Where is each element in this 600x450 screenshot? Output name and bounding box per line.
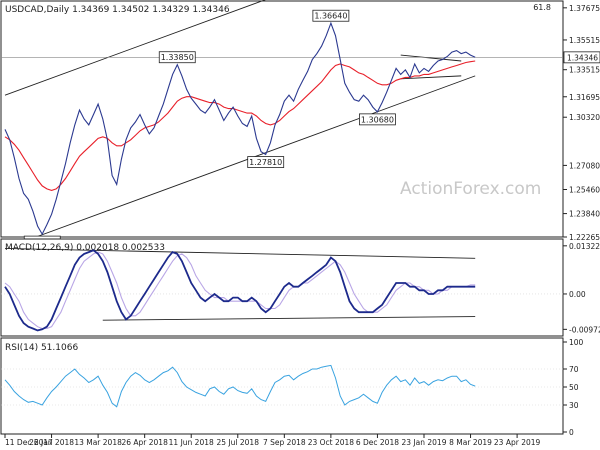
last-price-label: 1.34346: [567, 53, 598, 62]
price-ytick-label: 1.35515: [569, 36, 600, 45]
rsi-line: [4, 364, 476, 408]
watermark: ActionForex.com: [400, 179, 541, 199]
annotation-box: [247, 156, 285, 168]
fib-corner-value: 61.8: [533, 3, 551, 12]
price-annotation: 1.30680: [359, 113, 396, 126]
macd-line: [4, 249, 476, 332]
price-annotation: 1.33850: [158, 51, 196, 64]
macd-ytick-label: 0.00: [569, 290, 586, 299]
x-tick-label: 7 Sep 2018: [263, 438, 306, 447]
triangle-line: [400, 54, 462, 62]
price-ytick-label: 1.37675: [569, 4, 600, 13]
price-ytick-label: 1.30320: [569, 113, 600, 122]
rsi-panel-header: RSI(14) 51.1066: [5, 343, 78, 353]
annotation-box: [312, 9, 350, 22]
x-tick-label: 23 Apr 2019: [494, 438, 541, 447]
price-ytick-label: 1.23840: [569, 210, 600, 219]
x-tick-label: 8 Mar 2019: [449, 438, 492, 447]
rsi-ytick-label: 30: [569, 401, 579, 410]
annotation-box: [158, 51, 196, 64]
rsi-ytick-label: 100: [569, 338, 584, 347]
last-price-box: [563, 51, 600, 64]
x-tick-label: 11 Jun 2018: [169, 438, 214, 447]
x-tick-label: 11 Dec 2017: [5, 438, 53, 447]
annotation-label: 1.33850: [161, 53, 194, 62]
rsi-panel-frame: [0, 337, 564, 435]
x-tick-label: 26 Apr 2018: [121, 438, 168, 447]
macd-trendline: [102, 316, 476, 321]
annotation-label: 1.30680: [361, 115, 394, 124]
price-ytick-label: 1.22265: [569, 233, 600, 242]
x-tick-label: 13 Mar 2018: [74, 438, 122, 447]
moving-average-line: [4, 60, 476, 191]
price-line: [4, 21, 476, 236]
annotation-label: 1.27810: [249, 158, 282, 167]
x-tick-label: 25 Jul 2018: [217, 438, 260, 447]
price-ytick-label: 1.27080: [569, 161, 600, 170]
macd-ytick-label: -0.009721: [569, 325, 600, 334]
annotation-label: 1.36640: [314, 12, 347, 21]
price-ytick-label: 1.25460: [569, 185, 600, 194]
macd-signal-line: [4, 251, 476, 330]
x-tick-label: 23 Jan 2019: [402, 438, 447, 447]
price-panel-header: USDCAD,Daily 1.34369 1.34502 1.34329 1.3…: [5, 5, 230, 15]
triangle-line: [400, 75, 462, 80]
price-annotation: 1.27810: [247, 156, 285, 168]
macd-panel: MACD(12,26,9) 0.002018 0.002533 0.013224…: [0, 238, 600, 337]
x-tick-label: 23 Oct 2018: [308, 438, 355, 447]
macd-ytick-label: 0.013224: [569, 242, 600, 251]
rsi-ytick-label: 0: [569, 428, 574, 437]
channel-line: [4, 75, 476, 249]
price-ytick-label: 1.31695: [569, 93, 600, 102]
rsi-ytick-label: 70: [569, 365, 579, 374]
channel-line: [4, 0, 266, 96]
macd-panel-header: MACD(12,26,9) 0.002018 0.002533: [5, 243, 165, 253]
rsi-ytick-label: 50: [569, 383, 579, 392]
price-ytick-label: 1.33515: [569, 66, 600, 75]
macd-trendline: [4, 248, 476, 259]
x-tick-label: 26 Jan 2018: [29, 438, 74, 447]
x-tick-label: 6 Dec 2018: [356, 438, 399, 447]
price-annotation: 1.36640: [312, 9, 350, 22]
annotation-box: [359, 113, 396, 126]
price-panel: USDCAD,Daily 1.34369 1.34502 1.34329 1.3…: [0, 0, 600, 249]
rsi-panel: RSI(14) 51.1066 100 70 50 30 0: [0, 337, 584, 437]
